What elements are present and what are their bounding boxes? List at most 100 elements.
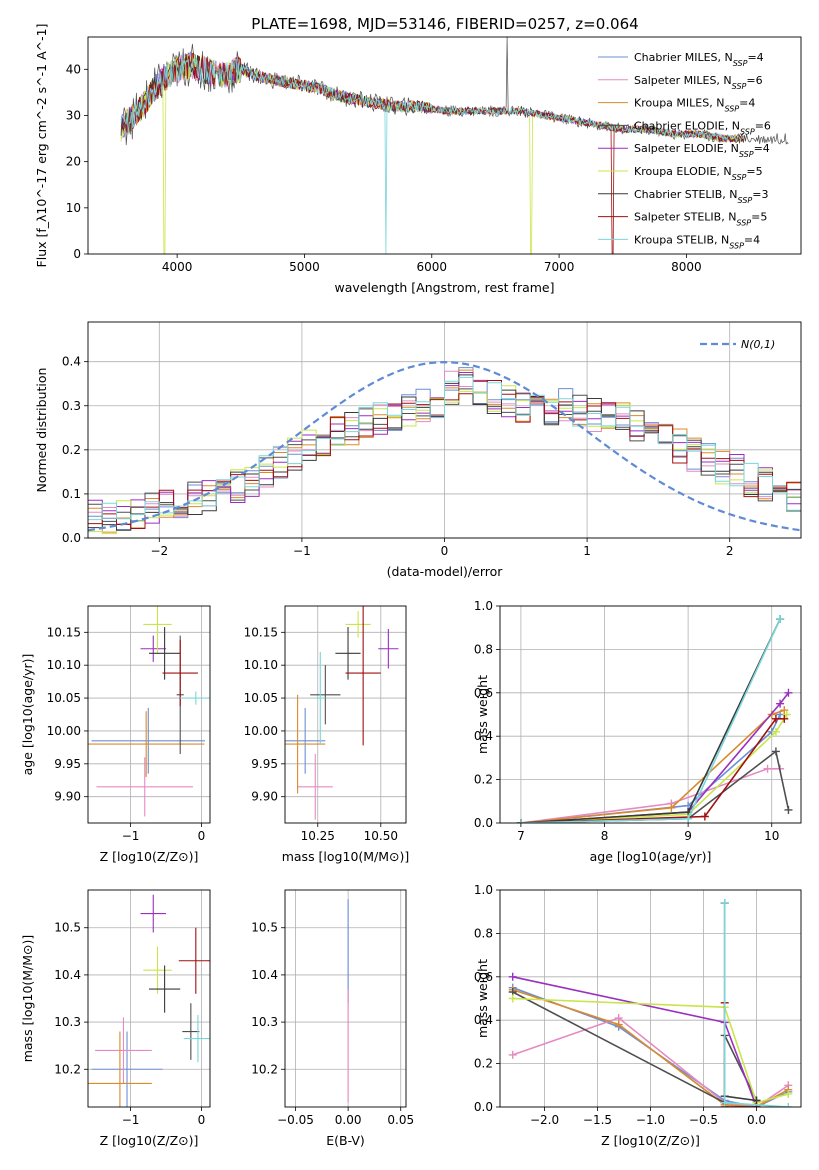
spectrum-line-9 [120,56,744,254]
x-axis-label: E(B-V) [326,1133,365,1148]
weight-marker [780,714,789,723]
y-tick-label: 0.2 [62,443,81,457]
plot-area [285,606,399,820]
panel-mass_vs_EBV: −0.05 0.00 0.05 10.2 10.3 10.4 10.5 E(B-V) [251,889,414,1148]
weight-marker [776,699,785,708]
x-tick-label: −1.0 [636,1113,665,1127]
x-tick-label: 10.50 [364,829,398,843]
y-tick-label: 10.4 [251,968,278,982]
legend-label-6: Kroupa ELODIE, NSSP=5 [634,165,763,182]
x-tick-label: 0 [198,1113,206,1127]
x-axis-label: age [log10(age/yr)] [590,849,712,864]
weight-line-3 [520,709,785,823]
figure-title: PLATE=1698, MJD=53146, FIBERID=0257, z=0… [251,15,638,33]
y-tick-label: 30 [66,108,81,122]
weight-line-8 [520,718,785,823]
plot-area [88,606,210,817]
axes-frame [87,605,211,824]
panel-mass_vs_Z: −1 0 10.2 10.3 10.4 10.5 Z [log10(Z/Z⊙)] mass [… [20,889,211,1148]
y-tick-label: 10.00 [244,724,278,738]
x-axis-label: (data-model)/error [387,564,504,579]
plot-area [88,894,210,1107]
y-tick-label: 10.3 [54,1015,81,1029]
legend-label-1: Chabrier MILES, NSSP=4 [634,51,764,68]
y-tick-label: 10 [66,201,81,215]
x-tick-label: 0 [198,829,206,843]
y-axis-label: Flux [f_λ10^-17 erg cm^-2 s^-1 A^-1] [34,24,49,268]
legend-label-7: Chabrier STELIB, NSSP=3 [634,188,768,205]
y-tick-label: 10.10 [47,658,81,672]
y-tick-label: 9.90 [54,790,81,804]
y-tick-label: 10.4 [54,968,81,982]
x-tick-label: 5000 [289,260,320,274]
y-tick-label: 10.2 [54,1062,81,1076]
legend-sub: SSP [732,81,747,90]
panel-mass_weight_vs_Z: −2.0 −1.5 −1.0 −0.5 0.0 0.0 0.2 0.4 0.6 0.8 1.0 Z [… [474,883,802,1148]
x-tick-label: 0.05 [387,1113,414,1127]
legend-label-9: Kroupa STELIB, NSSP=4 [634,233,760,250]
y-axis-label: mass [log10(M/M⊙)] [20,935,35,1063]
weight-marker [700,812,709,821]
weight-marker [776,615,785,624]
weight-marker [667,803,676,812]
x-tick-label: 7000 [544,260,575,274]
weight-marker [614,1020,623,1029]
x-tick-label: 4000 [162,260,193,274]
legend-label-8: Salpeter STELIB, NSSP=5 [634,211,767,228]
x-tick-label: 2 [726,544,734,558]
gridlines [500,605,801,824]
legend-sub: SSP [736,218,751,227]
axes-frame [87,36,802,255]
gridlines [500,889,801,1108]
weight-marker [684,814,693,823]
y-tick-label: 1.0 [474,599,493,613]
x-tick-label: 0 [441,544,449,558]
x-tick-label: 0.0 [747,1113,766,1127]
legend-sub: SSP [729,241,744,250]
x-tick-label: −2.0 [530,1113,559,1127]
y-tick-label: 0.6 [474,970,493,984]
y-axis-label: mass weight [475,959,490,1038]
y-tick-label: 1.0 [474,883,493,897]
x-tick-label: −1.5 [583,1113,612,1127]
weight-line-2 [520,768,781,823]
x-tick-label: 10.25 [301,829,335,843]
x-tick-label: 8 [601,829,609,843]
y-axis-label: age [log10(age/yr)] [20,654,35,776]
panel-age_vs_Z: −1 0 9.90 9.95 10.00 10.05 10.10 10.15 Z [log10(… [20,605,211,864]
axes-frame [87,889,211,1108]
y-tick-label: 10.2 [251,1062,278,1076]
gaussian-curve [88,360,801,532]
axes-frame [284,889,407,1108]
legend-sub: SSP [738,195,753,204]
x-tick-label: −1 [122,829,140,843]
weight-line-6 [520,714,788,823]
legend-label-5: Salpeter ELODIE, NSSP=4 [634,142,770,159]
legend-sub: SSP [733,59,748,68]
y-tick-label: 10.05 [47,691,81,705]
x-tick-label: −1 [122,1113,140,1127]
y-tick-label: 20 [66,155,81,169]
legend-sub: SSP [740,127,755,136]
y-tick-label: 9.90 [251,790,278,804]
x-tick-label: 10 [764,829,779,843]
weight-marker [780,706,789,715]
y-tick-label: 40 [66,62,81,76]
x-axis-label: Z [log10(Z/Z⊙)] [601,1133,700,1148]
legend-sub: SSP [732,173,747,182]
weight-line-4 [512,991,758,1105]
y-tick-label: 0.8 [474,642,493,656]
legend-gaussian-label: N(0,1) [741,338,775,351]
y-tick-label: 0.6 [474,686,493,700]
legend-label-3: Kroupa MILES, NSSP=4 [634,97,755,114]
weight-marker [516,819,525,823]
y-tick-label: 0.0 [474,1100,493,1114]
x-tick-label: −2 [150,544,168,558]
weight-marker [720,899,729,908]
weight-marker [782,710,791,719]
legend-sub: SSP [739,150,754,159]
weight-marker [784,1103,793,1107]
y-tick-label: 0.4 [474,729,493,743]
y-tick-label: 10.15 [244,625,278,639]
